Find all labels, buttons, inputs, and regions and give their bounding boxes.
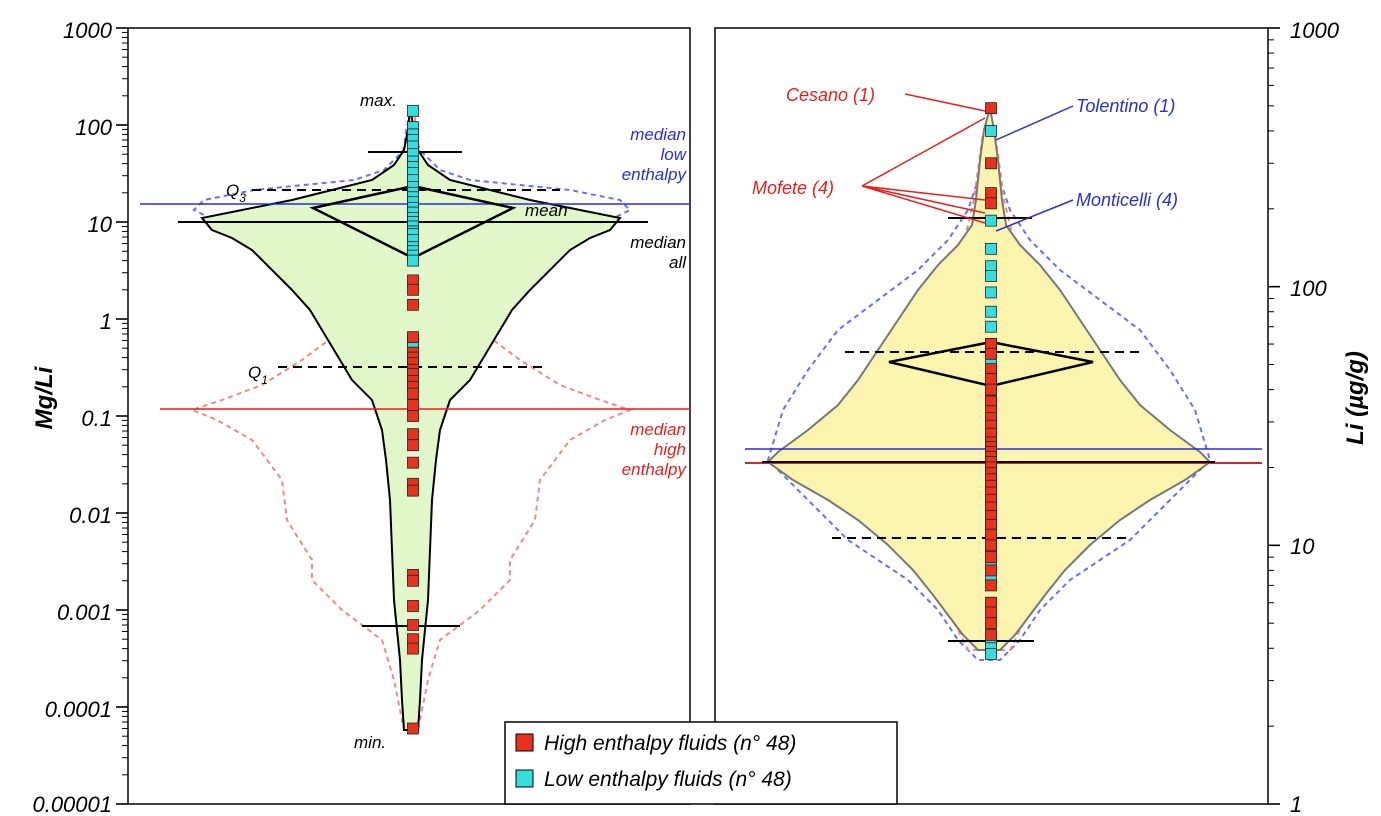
low-enthalpy-point [985, 320, 997, 333]
left-tick-label: 100 [75, 115, 112, 140]
left-tick-label: 0.01 [69, 503, 112, 528]
high-enthalpy-point [985, 579, 997, 592]
callout-line-mofete [861, 185, 986, 224]
high-enthalpy-point [985, 157, 997, 170]
low-enthalpy-point [985, 214, 997, 227]
right-plot-frame [714, 27, 1269, 805]
left-tick-label: 1 [100, 309, 112, 334]
high-enthalpy-point [985, 383, 997, 396]
left-mean-label: mean [525, 201, 568, 220]
left-tick-label: 0.1 [81, 406, 112, 431]
left-median-low-label: median low enthalpy [622, 125, 688, 184]
high-enthalpy-point [407, 484, 419, 497]
left-tick-label: 10 [88, 212, 113, 237]
left-q1-label: Q1 [248, 363, 268, 387]
left-y-axis-title: Mg/Li [31, 365, 58, 429]
low-enthalpy-point [985, 305, 997, 318]
legend-swatch-high [515, 733, 534, 752]
high-enthalpy-point [985, 606, 997, 619]
callout-monticelli: Monticelli (4) [1076, 190, 1178, 210]
left-y-tick-labels: 1000 100 10 1 0.1 0.01 0.001 0.0001 0.00… [32, 18, 112, 816]
low-enthalpy-point [407, 254, 419, 267]
high-enthalpy-point [407, 410, 419, 422]
callout-lines [861, 93, 1074, 232]
left-y-axis [116, 27, 128, 805]
high-enthalpy-point [985, 187, 997, 199]
left-median-all-label: median all [630, 233, 687, 272]
callout-mofete: Mofete (4) [752, 178, 834, 198]
high-enthalpy-point [407, 574, 419, 587]
left-tick-label: 1000 [63, 18, 113, 43]
high-enthalpy-point [985, 372, 997, 385]
legend-box [504, 721, 898, 805]
high-enthalpy-point [407, 387, 419, 400]
high-enthalpy-point [985, 338, 997, 350]
left-max-label: max. [360, 91, 397, 110]
high-enthalpy-point [407, 456, 419, 469]
left-data-points [407, 104, 419, 735]
right-y-axis [1268, 27, 1280, 805]
legend-label-low: Low enthalpy fluids (n° 48) [544, 768, 792, 791]
low-enthalpy-point [985, 286, 997, 299]
left-tick-label: 0.001 [57, 600, 112, 625]
right-tick-label: 1 [1290, 792, 1302, 816]
high-enthalpy-point [985, 197, 997, 210]
right-data-points [985, 102, 997, 660]
high-enthalpy-point [985, 518, 997, 531]
left-panel: 1000 100 10 1 0.1 0.01 0.001 0.0001 0.00… [31, 18, 691, 816]
low-enthalpy-point [985, 125, 997, 137]
high-enthalpy-point [985, 102, 997, 115]
high-enthalpy-point [407, 439, 419, 452]
high-enthalpy-point [985, 629, 997, 641]
high-enthalpy-point [407, 399, 419, 411]
low-enthalpy-point [985, 648, 997, 660]
high-enthalpy-point [985, 596, 997, 609]
left-q3-label: Q3 [226, 181, 246, 205]
low-enthalpy-point [407, 104, 419, 117]
high-enthalpy-point [407, 331, 419, 344]
right-tick-label: 100 [1290, 276, 1327, 301]
high-enthalpy-point [407, 642, 419, 655]
right-y-axis-title: Li (µg/g) [1342, 351, 1369, 445]
right-tick-label: 10 [1290, 534, 1315, 559]
right-y-tick-labels: 1000 100 10 1 [1290, 18, 1340, 816]
high-enthalpy-point [985, 564, 997, 577]
high-enthalpy-point [407, 619, 419, 631]
left-median-high-label: median high enthalpy [622, 420, 688, 479]
high-enthalpy-point [985, 363, 997, 376]
high-enthalpy-point [407, 428, 419, 441]
low-enthalpy-point [985, 242, 997, 255]
high-enthalpy-point [407, 600, 419, 612]
high-enthalpy-point [985, 539, 997, 552]
legend-swatch-low [515, 769, 534, 788]
low-enthalpy-point [985, 270, 997, 282]
right-low-enthalpy-outline [766, 109, 1212, 661]
high-enthalpy-point [985, 528, 997, 541]
right-tick-label: 1000 [1290, 18, 1340, 43]
callout-tolentino: Tolentino (1) [1076, 96, 1175, 116]
callout-cesano: Cesano (1) [786, 85, 875, 105]
high-enthalpy-point [985, 395, 997, 408]
callout-line-cesano [904, 93, 986, 112]
high-enthalpy-point [407, 722, 419, 735]
high-enthalpy-point [407, 283, 419, 296]
callout-line-mofete [861, 185, 986, 201]
low-enthalpy-point [985, 260, 997, 273]
left-tick-label: 0.0001 [45, 697, 112, 722]
left-min-label: min. [354, 733, 386, 752]
right-panel: 1000 100 10 1 Li (µg/g) Cesano (1) To [714, 18, 1369, 816]
callout-line-monticelli [995, 199, 1074, 232]
high-enthalpy-point [985, 347, 997, 360]
legend-label-high: High enthalpy fluids (n° 48) [544, 732, 796, 755]
callout-line-mofete [861, 117, 986, 187]
legend: High enthalpy fluids (n° 48) Low enthalp… [504, 721, 898, 805]
callout-line-mofete [861, 185, 986, 214]
callout-line-tolentino [995, 105, 1074, 141]
high-enthalpy-point [407, 298, 419, 311]
high-enthalpy-point [985, 617, 997, 630]
high-enthalpy-point [985, 551, 997, 564]
left-tick-label: 0.00001 [32, 792, 112, 816]
